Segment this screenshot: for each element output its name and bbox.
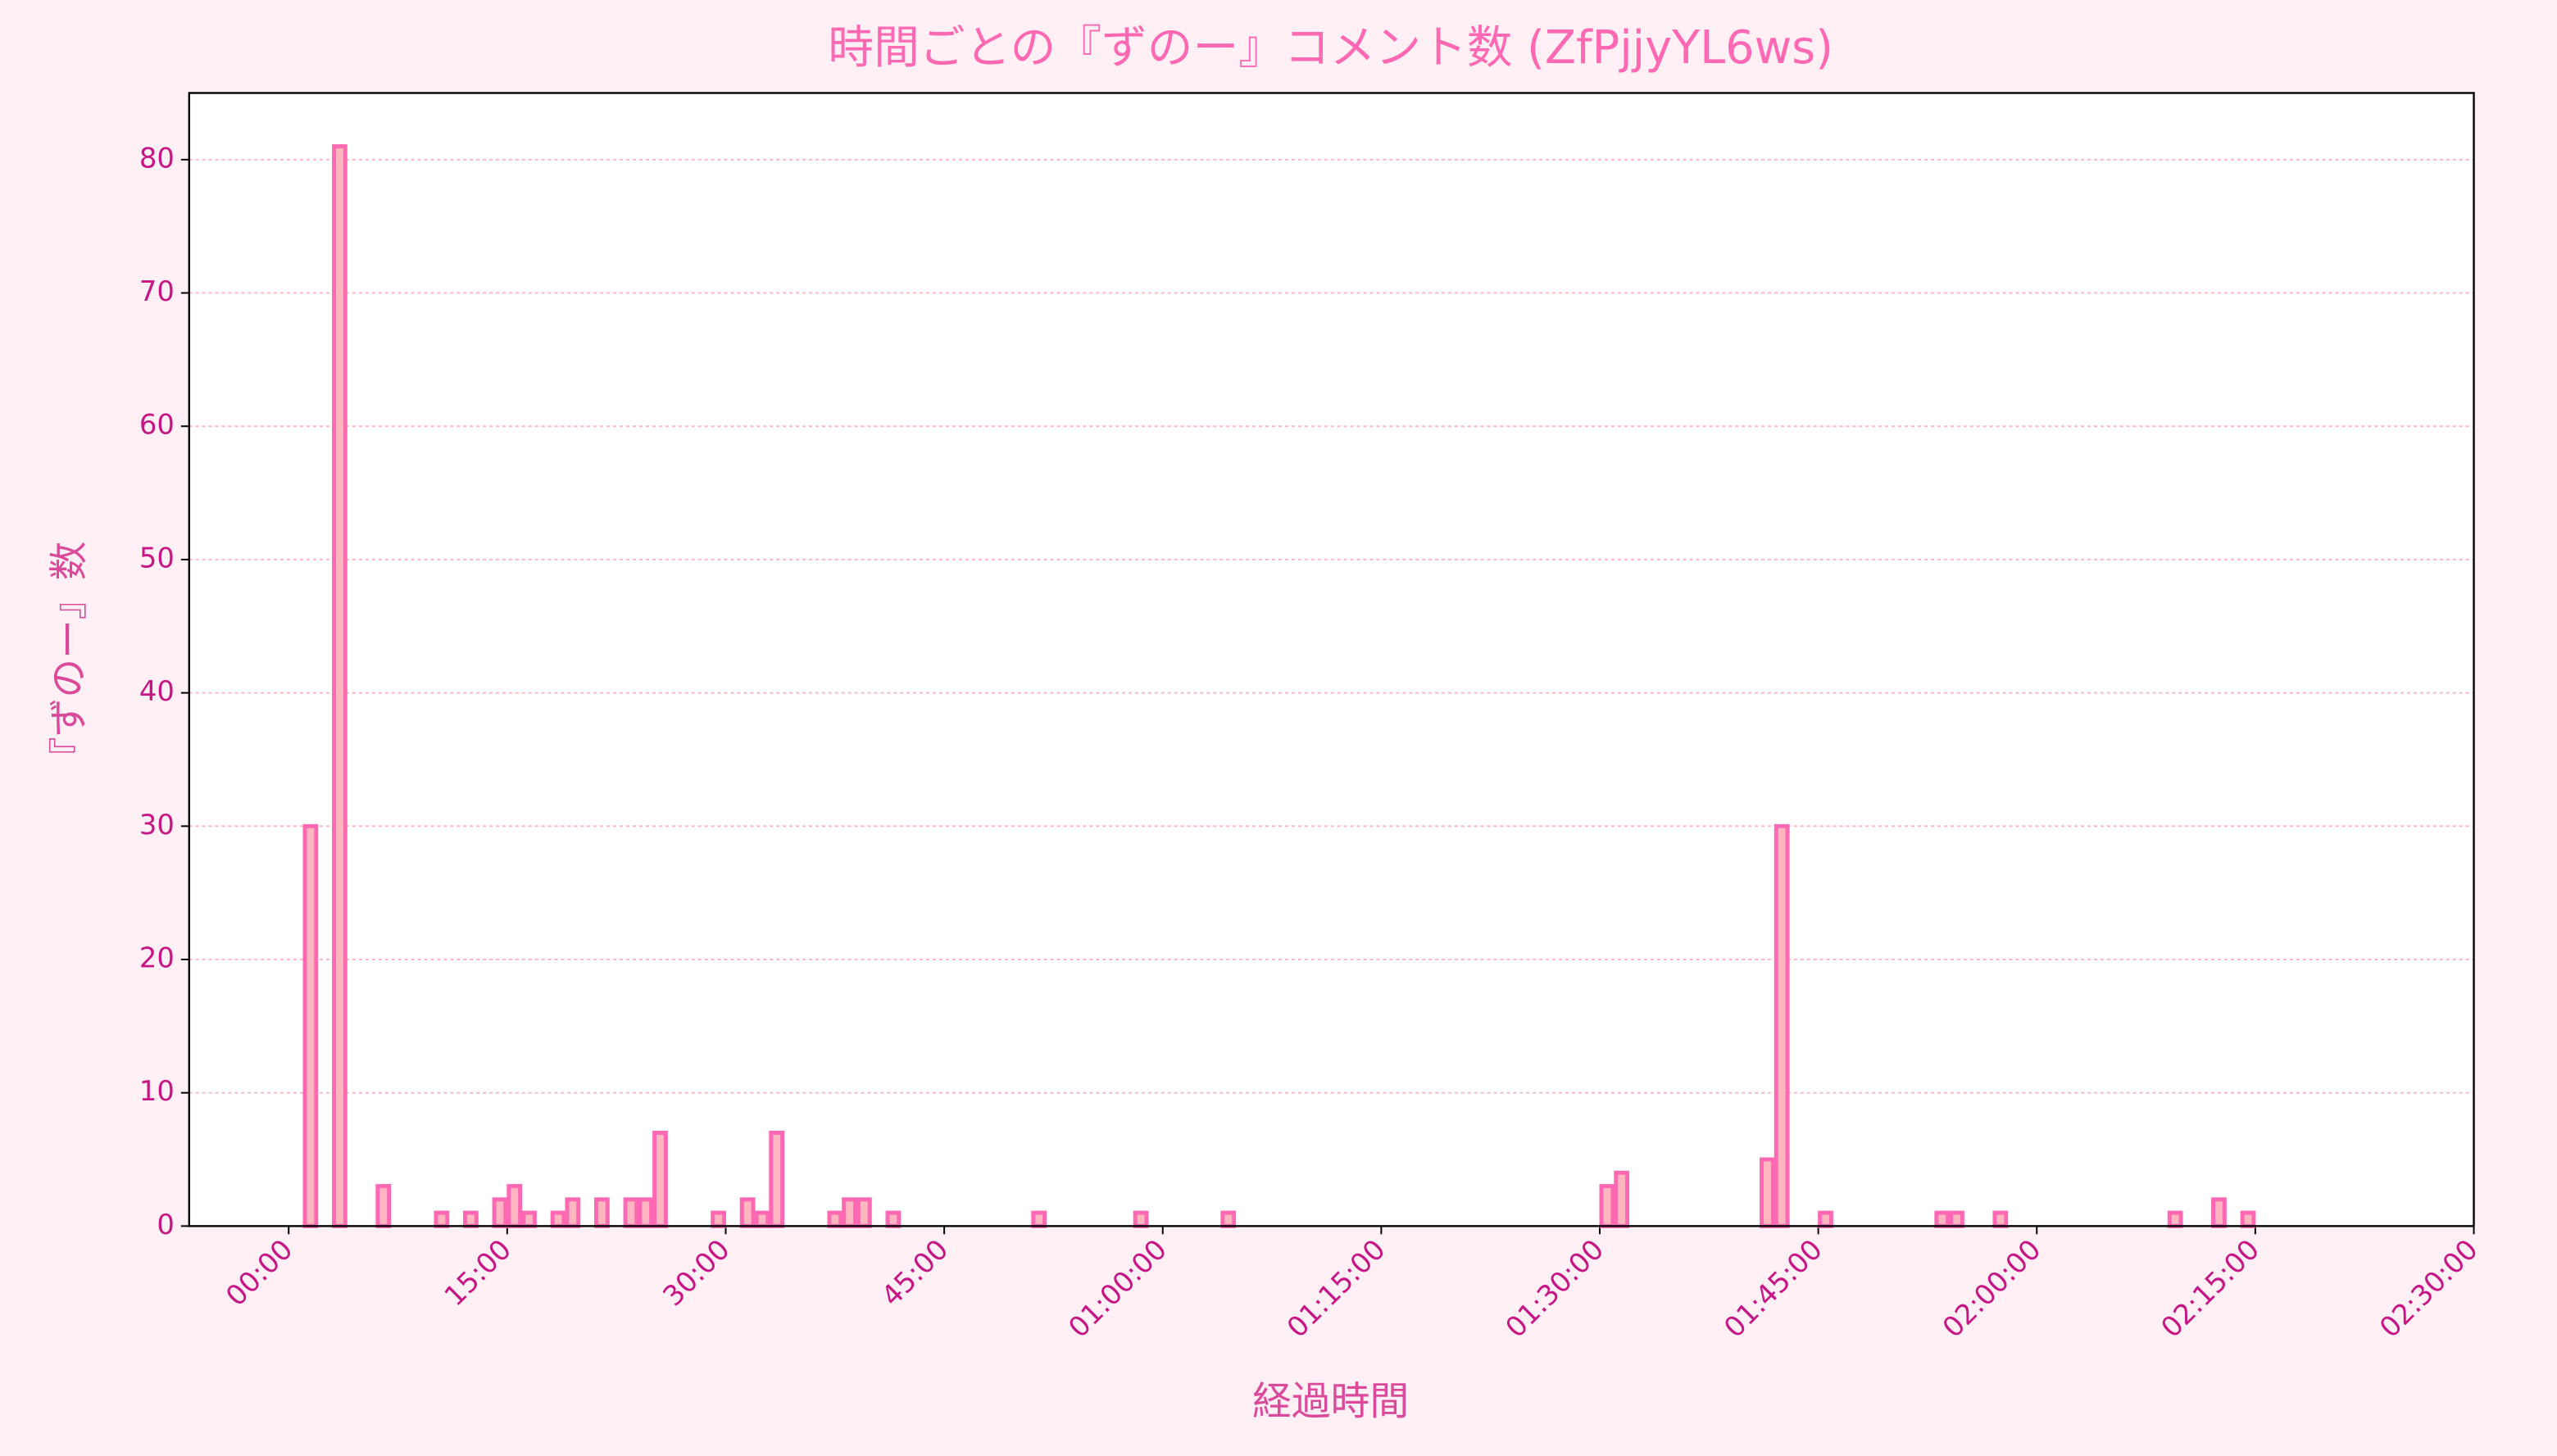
bar (506, 1184, 523, 1228)
bar (1934, 1210, 1951, 1228)
y-tick-label: 60 (139, 409, 175, 441)
bar (1614, 1170, 1630, 1228)
bar (856, 1197, 872, 1228)
bar (652, 1131, 668, 1228)
bar (739, 1197, 756, 1228)
bar (885, 1210, 902, 1228)
bar (1818, 1210, 1833, 1228)
y-tick-label: 0 (157, 1209, 175, 1241)
bar (521, 1210, 537, 1228)
bar (565, 1197, 581, 1228)
bar (463, 1210, 479, 1228)
bar (1949, 1210, 1964, 1228)
bar (1774, 823, 1790, 1228)
chart-title: 時間ごとの『ずのー』コメント数 (ZfPjjyYL6ws) (828, 21, 1833, 75)
bar (375, 1184, 392, 1228)
y-axis-label: 『ずのー』数 (48, 542, 93, 777)
y-tick-label: 20 (139, 941, 175, 973)
bar (594, 1197, 610, 1228)
y-tick-label: 50 (139, 542, 175, 574)
y-tick-label: 10 (139, 1075, 175, 1107)
bar (2240, 1210, 2256, 1228)
bar (827, 1210, 843, 1228)
bar (638, 1197, 654, 1228)
y-tick-label: 70 (139, 275, 175, 307)
bar (2211, 1197, 2227, 1228)
bar (434, 1210, 450, 1228)
bar (332, 144, 347, 1228)
bar (1133, 1210, 1149, 1228)
bar (623, 1197, 639, 1228)
bar (754, 1210, 770, 1228)
bar (711, 1210, 726, 1228)
plot-frame (188, 92, 2475, 1227)
x-axis-label: 経過時間 (1252, 1379, 1409, 1424)
bar (842, 1197, 857, 1228)
y-tick-label: 30 (139, 809, 175, 841)
bar (1992, 1210, 2009, 1228)
bar (1760, 1157, 1775, 1228)
bar (1220, 1210, 1237, 1228)
bar (769, 1131, 785, 1228)
bar (302, 823, 319, 1228)
bar (2167, 1210, 2183, 1228)
plot-area (188, 93, 2474, 1227)
bar (492, 1197, 508, 1228)
bar (1599, 1184, 1615, 1228)
y-tick-label: 80 (139, 142, 175, 174)
bar (1031, 1210, 1047, 1228)
y-tick-label: 40 (139, 675, 175, 707)
bar (550, 1210, 566, 1228)
